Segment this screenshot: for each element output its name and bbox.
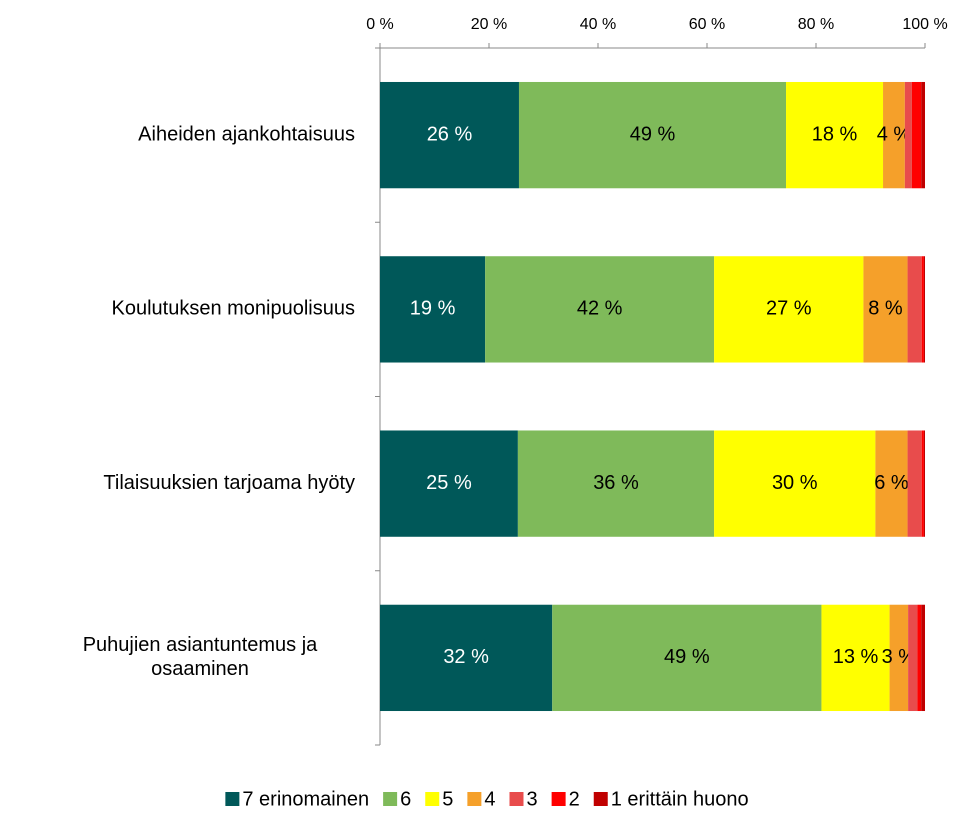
- legend: 7 erinomainen 6 5 4 3 2 1 erittäin huono: [225, 788, 749, 810]
- data-label: 13 %: [833, 646, 879, 668]
- bar-segment: [485, 256, 715, 363]
- legend-label: 5: [442, 788, 453, 810]
- bar-segment: [921, 604, 925, 712]
- category-label: Aiheiden ajankohtaisuus: [138, 123, 355, 145]
- bar-segment: [821, 604, 890, 712]
- bar-segment: [907, 256, 922, 363]
- legend-swatch: [509, 792, 524, 806]
- data-label: 18 %: [812, 123, 858, 145]
- category-label: Puhujien asiantuntemus ja osaaminen: [83, 634, 318, 680]
- legend-swatch: [593, 792, 608, 806]
- bar-segment: [786, 81, 884, 189]
- bar-segment: [552, 604, 822, 712]
- bar-segment: [908, 604, 918, 712]
- legend-label: 2: [569, 788, 580, 810]
- bar-segment: [917, 604, 922, 712]
- data-label: 25 %: [426, 472, 472, 494]
- data-label: 8 %: [868, 298, 903, 320]
- bar-segment: [921, 256, 924, 363]
- data-label: 42 %: [577, 298, 623, 320]
- bar-segment: [380, 430, 518, 537]
- bar-segment: [883, 81, 905, 189]
- x-tick-label: 20 %: [471, 16, 507, 33]
- bar-segment: [921, 81, 925, 189]
- bar-segment: [907, 430, 922, 537]
- legend-label: 4: [484, 788, 495, 810]
- legend-swatch: [383, 792, 398, 806]
- bar-segment: [921, 430, 924, 537]
- category-label: Koulutuksen monipuolisuus: [112, 298, 356, 320]
- x-tick-label: 40 %: [580, 16, 616, 33]
- legend-swatch: [425, 792, 440, 806]
- x-tick-label: 0 %: [366, 16, 394, 33]
- data-label: 3 %: [882, 646, 917, 668]
- data-label: 49 %: [664, 646, 710, 668]
- legend-swatch: [467, 792, 482, 806]
- bar-segment: [714, 430, 876, 537]
- category-label: Tilaisuuksien tarjoama hyöty: [103, 472, 355, 494]
- bar-segment: [517, 430, 715, 537]
- legend-swatch: [225, 792, 240, 806]
- data-label: 49 %: [630, 123, 676, 145]
- bar-segment: [923, 430, 925, 537]
- data-label: 30 %: [772, 472, 818, 494]
- bar-segment: [714, 256, 864, 363]
- data-label: 19 %: [410, 298, 456, 320]
- legend-label: 6: [400, 788, 411, 810]
- bar-segment: [911, 81, 922, 189]
- bar-segment: [518, 81, 787, 189]
- bar-segment: [380, 256, 486, 363]
- bar-segment: [904, 81, 912, 189]
- bar-segment: [875, 430, 908, 537]
- bar-segment: [863, 256, 908, 363]
- bar-segment: [380, 81, 519, 189]
- legend-label: 3: [526, 788, 537, 810]
- data-label: 6 %: [874, 472, 909, 494]
- data-label: 27 %: [766, 298, 812, 320]
- x-tick-label: 80 %: [798, 16, 834, 33]
- bar-segment: [380, 604, 553, 712]
- legend-label: 7 erinomainen: [242, 788, 369, 810]
- data-label: 4 %: [877, 123, 912, 145]
- x-tick-label: 60 %: [689, 16, 725, 33]
- data-label: 32 %: [443, 646, 489, 668]
- x-tick-label: 100 %: [902, 16, 947, 33]
- data-label: 36 %: [593, 472, 639, 494]
- data-label: 26 %: [427, 123, 473, 145]
- bar-segment: [889, 604, 909, 712]
- bar-segment: [923, 256, 925, 363]
- legend-label: 1 erittäin huono: [611, 788, 749, 810]
- legend-swatch: [551, 792, 566, 806]
